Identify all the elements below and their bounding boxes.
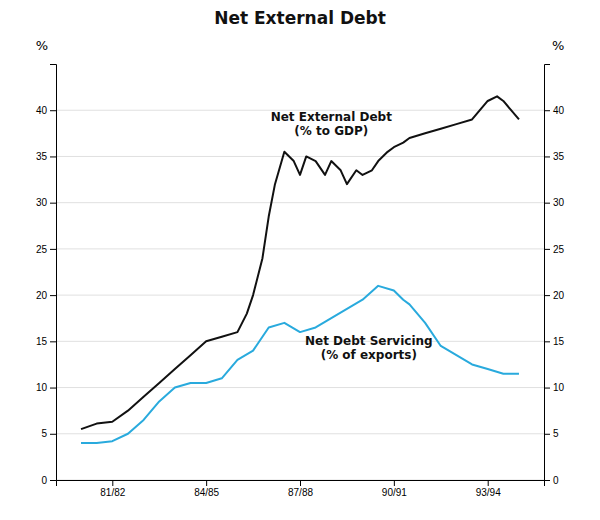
tick-mark (112, 480, 113, 486)
tick-mark (488, 480, 489, 486)
tick-label: 90/91 (382, 487, 407, 498)
y-tick: 20 (36, 290, 56, 301)
x-tick: 81/82 (100, 480, 125, 498)
annotation-line: Net External Debt (271, 110, 392, 124)
series-group (81, 96, 519, 443)
tick-mark (50, 203, 56, 204)
annotation-line: (% to GDP) (294, 124, 368, 138)
axis-line (50, 65, 57, 481)
y-tick: 10 (36, 382, 56, 393)
tick-mark (544, 388, 550, 389)
y-axis: 0 5 10 15 20 25 30 35 40 (36, 65, 57, 486)
annotation: Net Debt Servicing(% of exports) (305, 334, 433, 362)
y2-axis-title: % (552, 38, 564, 53)
tick-mark (544, 110, 550, 111)
tick-label: 84/85 (194, 487, 219, 498)
annotation-line: (% of exports) (321, 348, 417, 362)
tick-mark (50, 249, 56, 250)
y-tick: 25 (36, 244, 56, 255)
y-tick: 5 (41, 428, 56, 439)
tick-label: 15 (36, 336, 48, 347)
x-tick: 87/88 (288, 480, 313, 498)
tick-label: 20 (36, 290, 48, 301)
x-axis: 81/82 84/85 87/88 90/91 93/94 (57, 480, 545, 498)
grid-line (56, 156, 544, 157)
y2-tick: 5 (544, 428, 559, 439)
annotation: Net External Debt(% to GDP) (271, 110, 392, 138)
tick-label: 15 (553, 336, 565, 347)
y2-tick: 25 (544, 244, 565, 255)
tick-mark (394, 480, 395, 486)
tick-label: 30 (553, 197, 565, 208)
tick-label: 35 (553, 151, 565, 162)
tick-label: 40 (36, 105, 48, 116)
tick-mark (50, 480, 56, 481)
tick-mark (544, 295, 550, 296)
series-line (81, 286, 519, 443)
tick-label: 25 (36, 244, 48, 255)
tick-mark (50, 434, 56, 435)
tick-mark (544, 341, 550, 342)
tick-label: 81/82 (100, 487, 125, 498)
tick-label: 5 (553, 428, 559, 439)
tick-label: 10 (553, 382, 565, 393)
grid-line (56, 202, 544, 203)
x-tick: 84/85 (194, 480, 219, 498)
grid (56, 110, 544, 480)
x-tick: 90/91 (382, 480, 407, 498)
tick-label: 0 (41, 475, 47, 486)
tick-mark (544, 203, 550, 204)
y2-tick: 40 (544, 105, 565, 116)
tick-mark (544, 480, 550, 481)
y-tick: 35 (36, 151, 56, 162)
grid-line (56, 341, 544, 342)
y-tick: 0 (41, 475, 56, 486)
axis-line (57, 481, 545, 487)
tick-label: 87/88 (288, 487, 313, 498)
tick-label: 93/94 (476, 487, 501, 498)
tick-mark (50, 156, 56, 157)
x-tick: 93/94 (476, 480, 501, 498)
chart: 81/82 84/85 87/88 90/91 93/94 0 5 10 15 20 25 30 35 4… (0, 0, 600, 520)
tick-mark (300, 480, 301, 486)
tick-mark (206, 480, 207, 486)
grid-line (56, 295, 544, 296)
y2-axis: 0 5 10 15 20 25 30 35 40 (544, 65, 565, 486)
y-tick: 40 (36, 105, 56, 116)
y2-tick: 20 (544, 290, 565, 301)
series-line (81, 96, 519, 429)
y-tick: 15 (36, 336, 56, 347)
annotation-line: Net Debt Servicing (305, 334, 433, 348)
tick-mark (544, 249, 550, 250)
title: Net External Debt (214, 8, 386, 28)
y-tick: 30 (36, 197, 56, 208)
y-axis-title: % (36, 38, 48, 53)
tick-label: 20 (553, 290, 565, 301)
y2-tick: 30 (544, 197, 565, 208)
tick-label: 0 (553, 475, 559, 486)
tick-label: 40 (553, 105, 565, 116)
tick-mark (544, 156, 550, 157)
grid-line (56, 248, 544, 249)
tick-mark (544, 434, 550, 435)
axis-line (545, 65, 551, 481)
y2-tick: 35 (544, 151, 565, 162)
tick-mark (50, 341, 56, 342)
tick-label: 30 (36, 197, 48, 208)
plot-area: 81/82 84/85 87/88 90/91 93/94 0 5 10 15 20 25 30 35 4… (36, 65, 565, 499)
tick-mark (50, 388, 56, 389)
tick-label: 35 (36, 151, 48, 162)
y2-tick: 0 (544, 475, 559, 486)
tick-mark (50, 295, 56, 296)
tick-mark (50, 110, 56, 111)
grid-line (56, 387, 544, 388)
tick-label: 25 (553, 244, 565, 255)
tick-label: 10 (36, 382, 48, 393)
y2-tick: 15 (544, 336, 565, 347)
tick-label: 5 (41, 428, 47, 439)
y2-tick: 10 (544, 382, 565, 393)
annotations: Net External Debt(% to GDP) Net Debt Serv… (271, 110, 433, 363)
